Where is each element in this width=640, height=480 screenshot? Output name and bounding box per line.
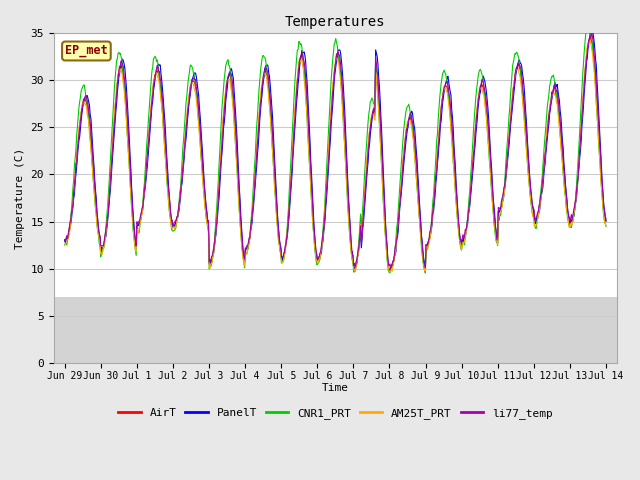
Text: EP_met: EP_met	[65, 45, 108, 58]
Legend: AirT, PanelT, CNR1_PRT, AM25T_PRT, li77_temp: AirT, PanelT, CNR1_PRT, AM25T_PRT, li77_…	[114, 404, 557, 423]
X-axis label: Time: Time	[322, 384, 349, 394]
Title: Temperatures: Temperatures	[285, 15, 385, 29]
Bar	[54, 297, 617, 363]
Y-axis label: Temperature (C): Temperature (C)	[15, 147, 25, 249]
